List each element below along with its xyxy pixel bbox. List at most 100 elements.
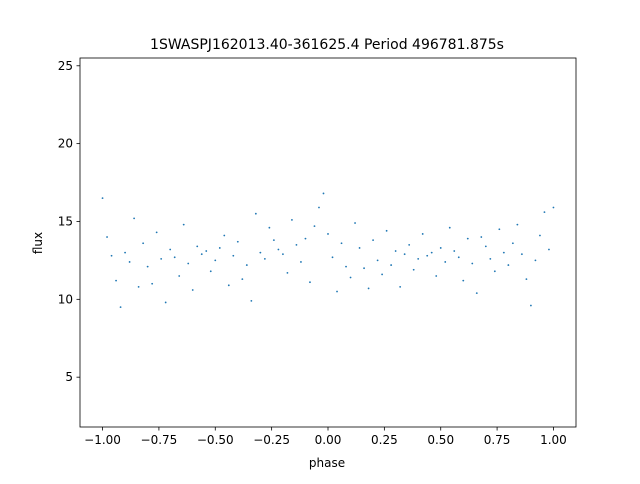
data-point [372,239,374,242]
x-tick-label: 0.50 [427,433,454,447]
data-point [345,265,347,268]
data-point [309,281,311,284]
data-point [516,223,519,226]
data-point [480,236,483,238]
data-point [250,299,253,302]
data-point [354,222,356,224]
data-point [462,279,465,282]
data-point [475,292,478,294]
data-point [178,275,181,277]
y-tick-label: 25 [58,59,73,73]
data-point [196,245,199,248]
data-point [318,206,320,209]
data-point [408,243,411,246]
data-point [548,248,550,251]
data-point [282,253,284,256]
data-point [539,234,541,237]
data-point [272,239,275,242]
data-point [507,264,510,266]
data-point [155,231,158,234]
data-point [214,259,217,262]
y-tick-label: 10 [58,292,73,306]
data-point [191,289,194,291]
data-point [543,211,546,214]
data-point [439,247,442,249]
x-tick-label: 1.00 [540,433,567,447]
data-point [300,261,302,263]
data-point [236,240,239,243]
data-point [173,256,176,259]
data-point [241,278,244,280]
data-point [489,257,492,260]
data-point [164,301,167,304]
data-point [421,233,424,235]
data-point [209,270,212,273]
data-point [417,257,420,260]
data-point [263,257,266,260]
data-point [525,278,528,280]
data-point [520,253,523,256]
data-point [331,256,334,259]
data-point [363,267,365,270]
data-point [444,261,447,263]
x-tick-label: −0.25 [253,433,290,447]
x-tick-label: −0.50 [197,433,234,447]
data-point [295,243,298,246]
data-point [349,276,352,279]
x-axis-label: phase [309,456,345,470]
y-tick-label: 5 [65,370,73,384]
data-point [291,219,293,221]
data-point [385,229,388,232]
data-point [493,270,496,273]
data-point [403,253,406,256]
data-point [182,223,185,226]
data-point [367,287,370,290]
data-point [399,285,402,288]
data-point [304,237,307,240]
data-point [471,262,474,265]
data-point [376,259,379,262]
data-point [457,256,460,259]
x-tick-label: −0.75 [141,433,178,447]
data-point [277,248,280,251]
data-point [200,253,203,256]
x-tick-label: −1.00 [84,433,121,447]
data-point [466,237,469,240]
data-point [110,254,113,257]
data-point [313,225,316,228]
y-tick-label: 15 [58,214,73,228]
data-point [160,257,163,260]
data-point [187,262,190,265]
data-point [511,242,514,245]
y-tick-label: 20 [58,137,73,151]
data-point [322,192,325,195]
data-point [412,268,415,271]
data-point [381,273,384,276]
data-point [453,250,456,252]
data-point [232,254,235,257]
data-point [254,212,257,215]
data-point [534,259,537,262]
x-axis-ticks: −1.00 −0.75 −0.50 −0.25 0.00 0.25 0.50 0.75 1.00 [84,427,567,447]
y-axis-ticks: 5 10 15 20 25 [58,59,80,384]
data-point [448,226,451,229]
data-point [498,228,501,231]
y-axis-label: flux [31,232,45,254]
data-point [133,217,136,220]
data-point [394,250,397,252]
data-point [286,271,289,274]
data-point [146,265,149,268]
data-point [502,251,505,254]
data-point [484,245,487,248]
data-point [530,304,532,307]
data-point [430,251,433,254]
data-point [169,248,172,251]
x-tick-label: 0.75 [484,433,511,447]
data-point [151,282,154,285]
data-point [358,247,361,249]
data-point [552,206,555,209]
data-point [223,234,226,237]
data-point [106,236,108,238]
